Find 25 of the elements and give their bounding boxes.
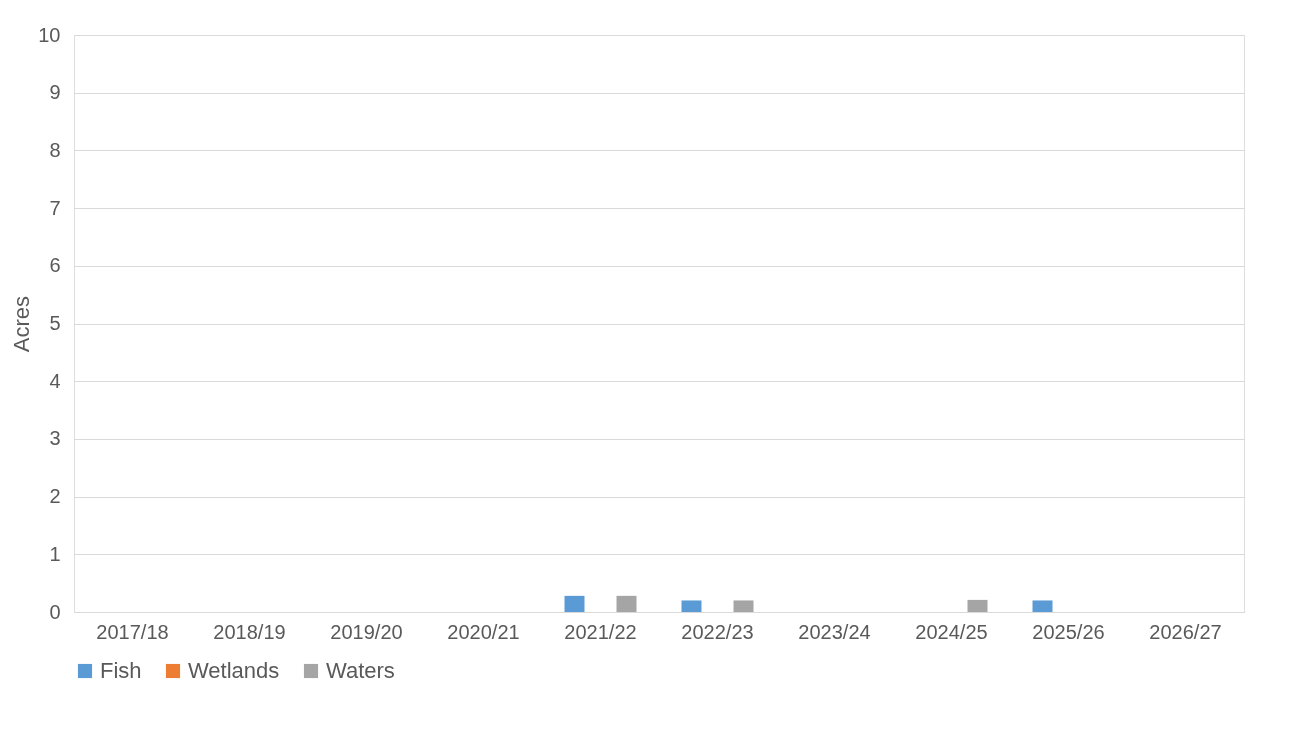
y-tick-label: 5 — [49, 312, 61, 334]
y-tick-label: 8 — [49, 138, 61, 161]
x-tick-label: 2025/26 — [1032, 620, 1105, 643]
x-tick-label: 2021/22 — [564, 620, 637, 643]
y-tick-label: 2 — [49, 485, 61, 508]
x-tick-label: 2017/18 — [96, 620, 169, 643]
legend-label: Waters — [326, 658, 395, 683]
legend-label: Fish — [100, 658, 142, 683]
y-tick-label: 9 — [49, 81, 61, 104]
x-tick-label: 2019/20 — [330, 620, 403, 643]
y-tick-label: 6 — [49, 254, 61, 277]
x-tick-label: 2023/24 — [798, 620, 871, 643]
y-tick-label: 4 — [49, 369, 61, 392]
x-tick-label: 2024/25 — [915, 620, 988, 643]
x-tick-label: 2018/19 — [213, 620, 286, 643]
y-tick-label: 0 — [49, 600, 61, 623]
x-tick-label: 2026/27 — [1149, 620, 1222, 643]
y-tick-label: 1 — [49, 542, 61, 565]
y-axis-title: Acres — [9, 295, 35, 353]
legend-label: Wetlands — [188, 658, 280, 683]
x-tick-label: 2020/21 — [447, 620, 520, 643]
y-tick-label: 10 — [38, 23, 61, 46]
y-tick-label: 3 — [49, 427, 61, 450]
x-tick-label: 2022/23 — [681, 620, 754, 643]
y-tick-label: 7 — [49, 196, 61, 219]
